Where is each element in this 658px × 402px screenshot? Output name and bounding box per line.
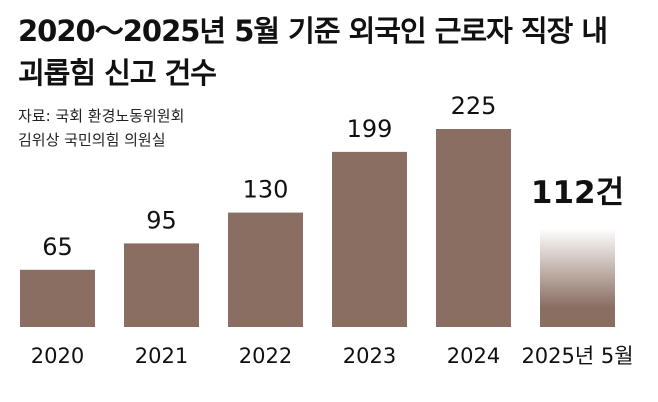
chart-title: 2020～2025년 5월 기준 외국인 근로자 직장 내 괴롭힘 신고 건수	[18, 14, 608, 90]
x-tick-label: 2024	[447, 344, 500, 368]
x-tick-label: 2023	[343, 344, 396, 368]
bar	[540, 228, 615, 327]
bar	[228, 212, 303, 327]
value-label: 225	[451, 92, 497, 120]
value-label: 199	[347, 115, 393, 143]
value-label: 112건	[531, 175, 624, 211]
bar	[436, 129, 511, 327]
source-note: 자료: 국회 환경노동위원회 김위상 국민의힘 의원실	[18, 107, 185, 149]
bar	[332, 151, 407, 327]
value-label: 65	[42, 233, 73, 261]
x-tick-label: 2020	[31, 344, 84, 368]
x-tick-label: 2025년 5월	[521, 344, 633, 368]
x-tick-label: 2021	[135, 344, 188, 368]
x-tick-label: 2022	[239, 344, 292, 368]
value-label: 130	[243, 176, 289, 204]
value-label: 95	[146, 206, 177, 234]
bar	[124, 243, 199, 327]
bar	[20, 269, 95, 327]
